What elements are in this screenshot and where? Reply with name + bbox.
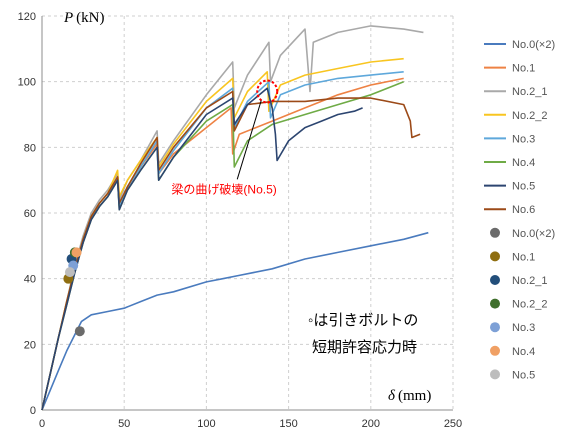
series-line-0 <box>41 231 429 411</box>
y-tick-label-2: 40 <box>24 274 36 286</box>
y-axis-unit: (kN) <box>76 10 104 26</box>
note-text: ◦は引きボルトの 短期許容応力時 <box>308 312 418 356</box>
y-tick-label-3: 60 <box>24 208 36 220</box>
series-line-4 <box>41 71 404 411</box>
x-axis-unit: (mm) <box>398 388 431 404</box>
failure-highlight-circle <box>256 79 279 104</box>
legend-marker-14 <box>490 369 500 380</box>
legend-marker-11 <box>490 298 500 309</box>
axes: 0 50 100 150 200 250 0 20 40 60 80 100 120 <box>18 11 463 430</box>
y-axis-label: P (kN) <box>63 10 105 26</box>
legend-label-1: No.1 <box>512 63 535 75</box>
axis-titles: P (kN) δ (mm) <box>63 10 431 404</box>
x-tick-label-2: 100 <box>197 418 215 430</box>
x-axis-label: δ (mm) <box>388 388 431 404</box>
legend-marker-12 <box>490 322 500 333</box>
y-tick-label-5: 100 <box>18 77 36 89</box>
legend-label-8: No.0(×2) <box>512 228 555 240</box>
legend-marker-9 <box>490 251 500 262</box>
y-tick-label-1: 20 <box>24 339 36 351</box>
legend-label-11: No.2_2 <box>512 299 547 311</box>
legend-label-4: No.3 <box>512 133 535 145</box>
legend-label-0: No.0(×2) <box>512 39 555 51</box>
legend: No.0(×2) No.1 No.2_1 No.2_2 No.3 No.4 No.5 No.6… <box>484 39 555 381</box>
legend-marker-8 <box>490 227 500 238</box>
annotation-label: 梁の曲げ破壊(No.5) <box>171 181 276 196</box>
series-markers <box>63 247 85 337</box>
note-line-1: ◦は引きボルトの <box>308 312 418 329</box>
series-marker-14 <box>64 267 75 278</box>
x-axis-variable: δ <box>388 388 396 404</box>
series-line-7 <box>41 90 421 411</box>
y-axis-variable: P <box>63 10 73 26</box>
x-tick-label-1: 50 <box>118 418 130 430</box>
series-marker-13 <box>71 247 82 258</box>
legend-label-14: No.5 <box>512 369 535 381</box>
y-tick-label-6: 120 <box>18 11 36 23</box>
legend-label-13: No.4 <box>512 346 535 358</box>
legend-marker-13 <box>490 345 500 356</box>
annotation: 梁の曲げ破壊(No.5) <box>171 79 279 196</box>
series-line-5 <box>41 80 404 411</box>
x-tick-label-5: 250 <box>444 418 462 430</box>
note-line-2: 短期許容応力時 <box>312 339 417 356</box>
grid-lines <box>42 15 454 410</box>
series-line-1 <box>41 77 404 411</box>
legend-label-5: No.4 <box>512 157 535 169</box>
series-marker-8 <box>74 326 85 337</box>
legend-label-6: No.5 <box>512 181 535 193</box>
legend-marker-10 <box>490 275 500 285</box>
legend-label-7: No.6 <box>512 204 535 216</box>
legend-label-3: No.2_2 <box>512 110 547 122</box>
x-tick-label-3: 150 <box>279 418 297 430</box>
annotation-leader-line <box>236 100 262 180</box>
y-tick-label-0: 0 <box>30 405 36 417</box>
x-tick-label-0: 0 <box>39 418 45 430</box>
series-line-6 <box>41 87 363 411</box>
legend-label-12: No.3 <box>512 322 535 334</box>
y-tick-label-4: 80 <box>24 142 36 154</box>
legend-label-10: No.2_1 <box>512 275 547 287</box>
x-tick-label-4: 200 <box>362 418 380 430</box>
legend-label-9: No.1 <box>512 251 535 263</box>
legend-label-2: No.2_1 <box>512 86 547 98</box>
